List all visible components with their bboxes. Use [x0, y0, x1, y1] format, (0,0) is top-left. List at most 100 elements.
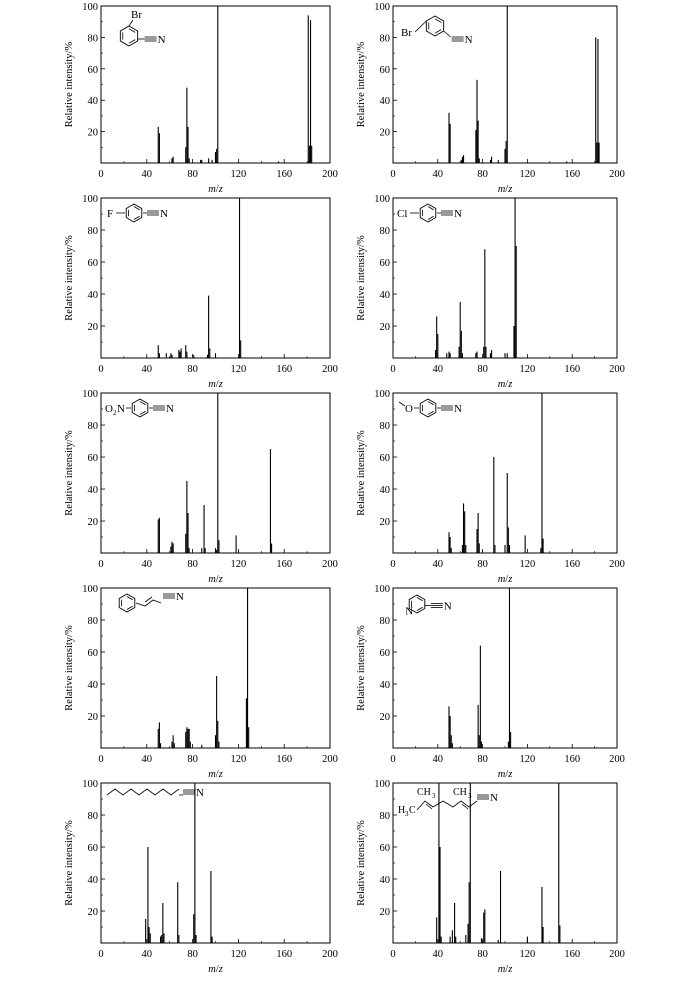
x-tick-label: 80 [477, 559, 488, 570]
double-bond [144, 596, 153, 603]
x-tick-label: 80 [477, 754, 488, 765]
x-axis-label: m/z [498, 379, 513, 390]
x-tick-label: 0 [390, 754, 395, 765]
y-tick-label: 60 [380, 843, 391, 854]
x-axis-label-m: m [208, 574, 216, 585]
x-tick-label: 40 [433, 949, 444, 960]
double-bond [461, 803, 469, 810]
atom-label-cl: Cl [397, 208, 407, 220]
x-axis-label: m/z [498, 184, 513, 195]
x-tick-label: 0 [390, 559, 395, 570]
x-tick-label: 80 [477, 169, 488, 180]
x-axis-label-z: z [507, 964, 512, 975]
x-tick-label: 120 [520, 949, 536, 960]
ring-double-bond [434, 18, 442, 23]
y-tick-label: 40 [380, 680, 391, 691]
atom-label-n-ring: N [405, 606, 413, 618]
y-axis-label: Relative intensity/% [64, 820, 75, 906]
molecule-structure: Br N [119, 9, 166, 47]
benzene-ring [119, 25, 139, 47]
x-axis-label-z: z [218, 769, 223, 780]
y-axis-label: Relative intensity/% [356, 820, 367, 906]
ring-double-bond [416, 606, 423, 611]
double-bond [425, 803, 433, 810]
bond [414, 20, 427, 33]
chain-bond [135, 599, 162, 607]
x-tick-label: 200 [609, 169, 625, 180]
atom-label-n: N [444, 601, 452, 613]
x-tick-label: 40 [142, 364, 153, 375]
x-axis-label-z: z [218, 964, 223, 975]
molecule-structure: N [118, 591, 184, 613]
x-tick-label: 0 [98, 949, 103, 960]
x-tick-label: 160 [564, 364, 580, 375]
x-tick-label: 200 [609, 559, 625, 570]
x-axis-label-z: z [507, 769, 512, 780]
ring-double-bond [126, 605, 133, 610]
x-axis-label: m/z [208, 964, 223, 975]
y-tick-label: 60 [380, 65, 391, 76]
ring-double-bond [128, 39, 136, 44]
atom-label-ch: CH [417, 787, 431, 798]
x-tick-label: 120 [231, 754, 247, 765]
x-axis-label: m/z [208, 184, 223, 195]
y-tick-label: 100 [82, 389, 98, 400]
x-axis-label: m/z [498, 964, 513, 975]
x-axis-label-slash: / [505, 574, 508, 585]
y-tick-label: 100 [82, 584, 98, 595]
x-tick-label: 40 [433, 169, 444, 180]
x-tick-label: 40 [433, 364, 444, 375]
spectrum-panel-8: 0 40 80 120 160 200 20 40 60 80 100 Relative intens… [356, 584, 625, 780]
y-tick-label: 40 [380, 290, 391, 301]
x-axis-label-slash: / [216, 379, 219, 390]
y-tick-label: 20 [88, 322, 99, 333]
x-tick-label: 200 [609, 364, 625, 375]
x-axis-label: m/z [208, 379, 223, 390]
y-tick-label: 80 [88, 616, 99, 627]
spectrum-panel-1: 0 40 80 120 160 200 20 40 60 80 100 Relative intens… [64, 2, 338, 195]
y-tick-label: 80 [88, 33, 99, 44]
ring-double-bond [139, 410, 146, 415]
y-tick-label: 100 [374, 2, 390, 13]
y-tick-label: 60 [380, 258, 391, 269]
x-tick-label: 200 [609, 949, 625, 960]
plot-frame [100, 197, 331, 359]
y-tick-label: 20 [88, 712, 99, 723]
ring-double-bond [128, 28, 136, 33]
x-tick-label: 120 [231, 364, 247, 375]
atom-label-br: Br [401, 27, 412, 39]
y-tick-label: 40 [380, 96, 391, 107]
alkyl-chain [416, 800, 478, 811]
x-tick-label: 120 [520, 559, 536, 570]
x-axis-label-slash: / [216, 769, 219, 780]
x-tick-label: 80 [477, 364, 488, 375]
x-tick-label: 200 [322, 169, 338, 180]
plot-frame [100, 782, 331, 944]
y-tick-label: 100 [374, 779, 390, 790]
molecule-structure: Br N [401, 15, 473, 46]
x-tick-label: 120 [231, 949, 247, 960]
y-axis-label: Relative intensity/% [64, 235, 75, 321]
x-tick-label: 80 [187, 754, 198, 765]
subscript-3: 3 [432, 792, 436, 800]
y-tick-label: 60 [88, 258, 99, 269]
x-axis-label: m/z [208, 574, 223, 585]
x-axis-label-m: m [498, 769, 506, 780]
x-tick-label: 200 [322, 559, 338, 570]
plot-frame [392, 392, 618, 554]
molecule-structure: N [106, 787, 204, 799]
x-tick-label: 0 [98, 364, 103, 375]
y-tick-label: 100 [374, 584, 390, 595]
y-tick-label: 40 [88, 290, 99, 301]
atom-label-n: N [160, 208, 168, 220]
y-tick-label: 100 [374, 194, 390, 205]
atom-label-o: O [405, 403, 413, 415]
spectrum-panel-3: 0 40 80 120 160 200 20 40 60 80 100 Relative intens… [64, 194, 338, 390]
x-tick-label: 40 [433, 559, 444, 570]
atom-label-n: N [166, 403, 174, 415]
benzene-ring [419, 398, 437, 418]
